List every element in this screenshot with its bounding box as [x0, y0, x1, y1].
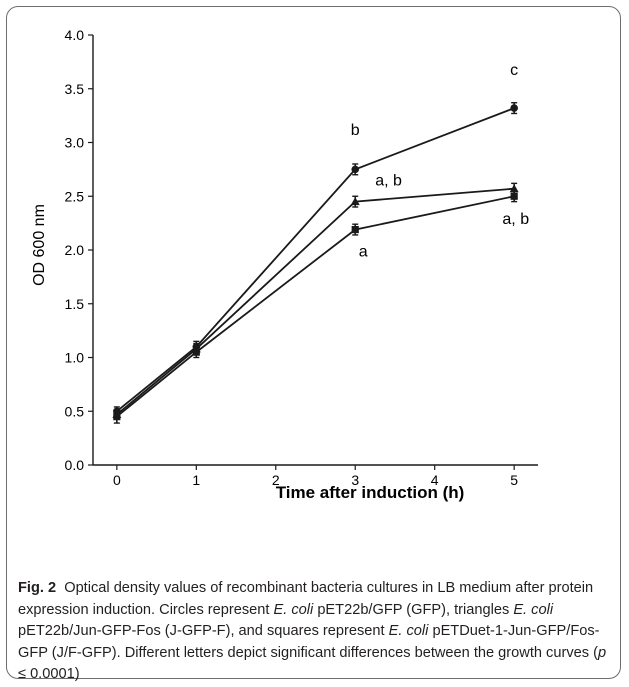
- x-tick-label: 4: [431, 472, 439, 488]
- significance-label: a, b: [375, 173, 402, 190]
- caption-text-1: Optical density values of recombinant ba…: [18, 580, 594, 618]
- y-tick-label: 4.0: [65, 27, 85, 43]
- significance-label: a, b: [502, 211, 529, 228]
- caption-text-5: ≤ 0.0001): [18, 666, 80, 683]
- y-tick-label: 2.0: [65, 242, 85, 258]
- x-tick-label: 0: [113, 472, 121, 488]
- data-point-circle: [351, 165, 360, 174]
- y-tick-label: 3.5: [65, 81, 85, 97]
- significance-label: a: [359, 243, 368, 260]
- x-tick-label: 3: [351, 472, 359, 488]
- data-point-triangle: [350, 197, 360, 206]
- y-axis-label: OD 600 nm: [31, 204, 48, 286]
- species-name-3: E. coli: [388, 623, 429, 640]
- data-point-square: [192, 348, 200, 356]
- x-tick-label: 2: [272, 472, 280, 488]
- series-line-square: [116, 195, 515, 418]
- data-point-circle: [510, 104, 518, 112]
- plot-area: 0.0 0.5 1.0 1.5 2.0 2.5 3.0 3.5 4.0 0 1 2 3 4 5 b a, b a c…: [65, 27, 538, 488]
- series-line-triangle: [116, 187, 515, 416]
- data-point-square: [510, 192, 518, 200]
- significance-label: b: [351, 122, 360, 139]
- species-name-2: E. coli: [513, 601, 554, 618]
- p-value-symbol: p: [597, 644, 607, 661]
- figure-label: Fig. 2: [18, 580, 57, 596]
- caption-text-2: pET22b/GFP (GFP), triangles: [313, 601, 514, 618]
- od600-growth-chart: 0.0 0.5 1.0 1.5 2.0 2.5 3.0 3.5 4.0 0 1 2 3 4 5 b a, b a c…: [31, 27, 538, 502]
- y-tick-label: 3.0: [65, 135, 85, 151]
- x-axis-label: Time after induction (h): [276, 483, 465, 502]
- data-point-square: [113, 413, 121, 421]
- species-name-1: E. coli: [273, 601, 314, 618]
- y-tick-label: 2.5: [65, 188, 85, 204]
- y-tick-label: 1.5: [65, 296, 85, 312]
- caption-text-4: pETDuet-1-Jun-GFP/Fos-GFP (J/F-GFP). Dif…: [18, 623, 600, 661]
- y-tick-label: 0.0: [65, 457, 85, 473]
- caption-text-3: pET22b/Jun-GFP-Fos (J-GFP-F), and square…: [18, 623, 389, 640]
- significance-label: c: [510, 62, 518, 79]
- series-line-circle: [116, 107, 515, 412]
- y-tick-label: 1.0: [65, 350, 85, 366]
- y-tick-label: 0.5: [65, 403, 85, 419]
- figure-frame: [6, 6, 621, 679]
- x-tick-label: 1: [192, 472, 200, 488]
- data-point-square: [351, 225, 359, 234]
- figure-caption: Fig. 2 Optical density values of recombi…: [18, 578, 614, 686]
- x-tick-label: 5: [510, 472, 518, 488]
